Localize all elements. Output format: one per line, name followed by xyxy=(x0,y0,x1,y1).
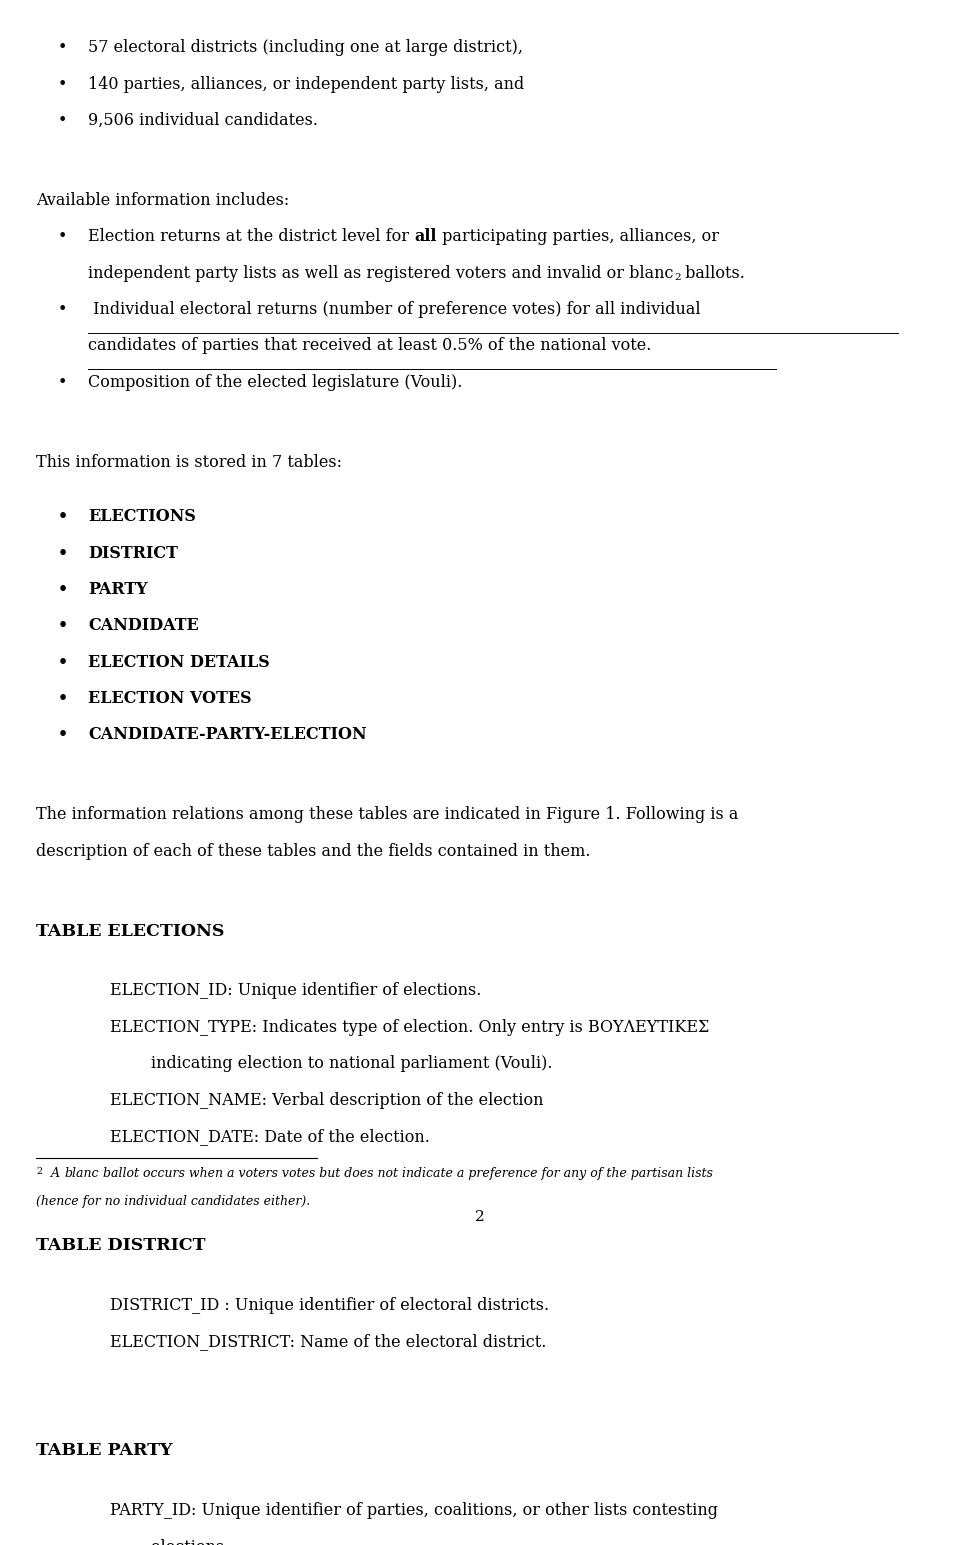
Text: DISTRICT_ID : Unique identifier of electoral districts.: DISTRICT_ID : Unique identifier of elect… xyxy=(110,1296,549,1313)
Text: •: • xyxy=(58,40,67,57)
Text: Election returns at the district level for: Election returns at the district level f… xyxy=(88,229,415,246)
Text: •: • xyxy=(58,726,68,743)
Text: •: • xyxy=(58,301,67,318)
Text: ELECTIONS: ELECTIONS xyxy=(88,508,196,525)
Text: description of each of these tables and the fields contained in them.: description of each of these tables and … xyxy=(36,842,591,859)
Text: The information relations among these tables are indicated in Figure 1. Followin: The information relations among these ta… xyxy=(36,806,739,823)
Text: 2: 2 xyxy=(36,1166,42,1176)
Text: •: • xyxy=(58,508,68,525)
Text: Individual electoral returns (number of preference votes) for all individual: Individual electoral returns (number of … xyxy=(88,301,701,318)
Text: 2: 2 xyxy=(475,1210,485,1224)
Text: Composition of the elected legislature (Vouli).: Composition of the elected legislature (… xyxy=(88,374,463,391)
Text: ELECTION_NAME: Verbal description of the election: ELECTION_NAME: Verbal description of the… xyxy=(110,1091,544,1108)
Text: •: • xyxy=(58,76,67,93)
Text: 140 parties, alliances, or independent party lists, and: 140 parties, alliances, or independent p… xyxy=(88,76,524,93)
Text: •: • xyxy=(58,581,68,598)
Text: •: • xyxy=(58,229,67,246)
Text: CANDIDATE-PARTY-ELECTION: CANDIDATE-PARTY-ELECTION xyxy=(88,726,367,743)
Text: •: • xyxy=(58,654,68,671)
Text: DISTRICT: DISTRICT xyxy=(88,544,179,561)
Text: •: • xyxy=(58,544,68,561)
Text: ELECTION VOTES: ELECTION VOTES xyxy=(88,691,252,708)
Text: PARTY: PARTY xyxy=(88,581,148,598)
Text: 57 electoral districts (including one at large district),: 57 electoral districts (including one at… xyxy=(88,40,523,57)
Text: ballots.: ballots. xyxy=(681,264,745,281)
Text: TABLE DISTRICT: TABLE DISTRICT xyxy=(36,1238,206,1255)
Text: blanc: blanc xyxy=(64,1166,99,1180)
Text: 9,506 individual candidates.: 9,506 individual candidates. xyxy=(88,113,319,130)
Text: ELECTION DETAILS: ELECTION DETAILS xyxy=(88,654,270,671)
Text: ELECTION_DATE: Date of the election.: ELECTION_DATE: Date of the election. xyxy=(110,1128,430,1145)
Text: all: all xyxy=(415,229,437,246)
Text: •: • xyxy=(58,374,67,391)
Text: ELECTION_ID: Unique identifier of elections.: ELECTION_ID: Unique identifier of electi… xyxy=(110,983,482,1000)
Text: •: • xyxy=(58,618,68,635)
Text: ELECTION_TYPE: Indicates type of election. Only entry is BOYΛEYTIKEΣ: ELECTION_TYPE: Indicates type of electio… xyxy=(110,1018,709,1035)
Text: PARTY_ID: Unique identifier of parties, coalitions, or other lists contesting: PARTY_ID: Unique identifier of parties, … xyxy=(110,1502,718,1519)
Text: TABLE PARTY: TABLE PARTY xyxy=(36,1441,173,1458)
Text: elections.: elections. xyxy=(110,1539,229,1545)
Text: Available information includes:: Available information includes: xyxy=(36,192,290,209)
Text: (hence for no individual candidates either).: (hence for no individual candidates eith… xyxy=(36,1194,311,1208)
Text: indicating election to national parliament (Vouli).: indicating election to national parliame… xyxy=(110,1055,553,1072)
Text: ballot occurs when a voters votes but does not indicate a preference for any of : ballot occurs when a voters votes but do… xyxy=(99,1166,712,1180)
Text: 2: 2 xyxy=(674,273,681,281)
Text: independent party lists as well as registered voters and invalid or blanc: independent party lists as well as regis… xyxy=(88,264,674,281)
Text: A: A xyxy=(47,1166,64,1180)
Text: •: • xyxy=(58,691,68,708)
Text: CANDIDATE: CANDIDATE xyxy=(88,618,199,635)
Text: •: • xyxy=(58,113,67,130)
Text: candidates of parties that received at least 0.5% of the national vote.: candidates of parties that received at l… xyxy=(88,337,652,354)
Text: This information is stored in 7 tables:: This information is stored in 7 tables: xyxy=(36,454,343,471)
Text: ELECTION_DISTRICT: Name of the electoral district.: ELECTION_DISTRICT: Name of the electoral… xyxy=(110,1333,547,1350)
Text: TABLE ELECTIONS: TABLE ELECTIONS xyxy=(36,922,225,939)
Text: participating parties, alliances, or: participating parties, alliances, or xyxy=(437,229,719,246)
